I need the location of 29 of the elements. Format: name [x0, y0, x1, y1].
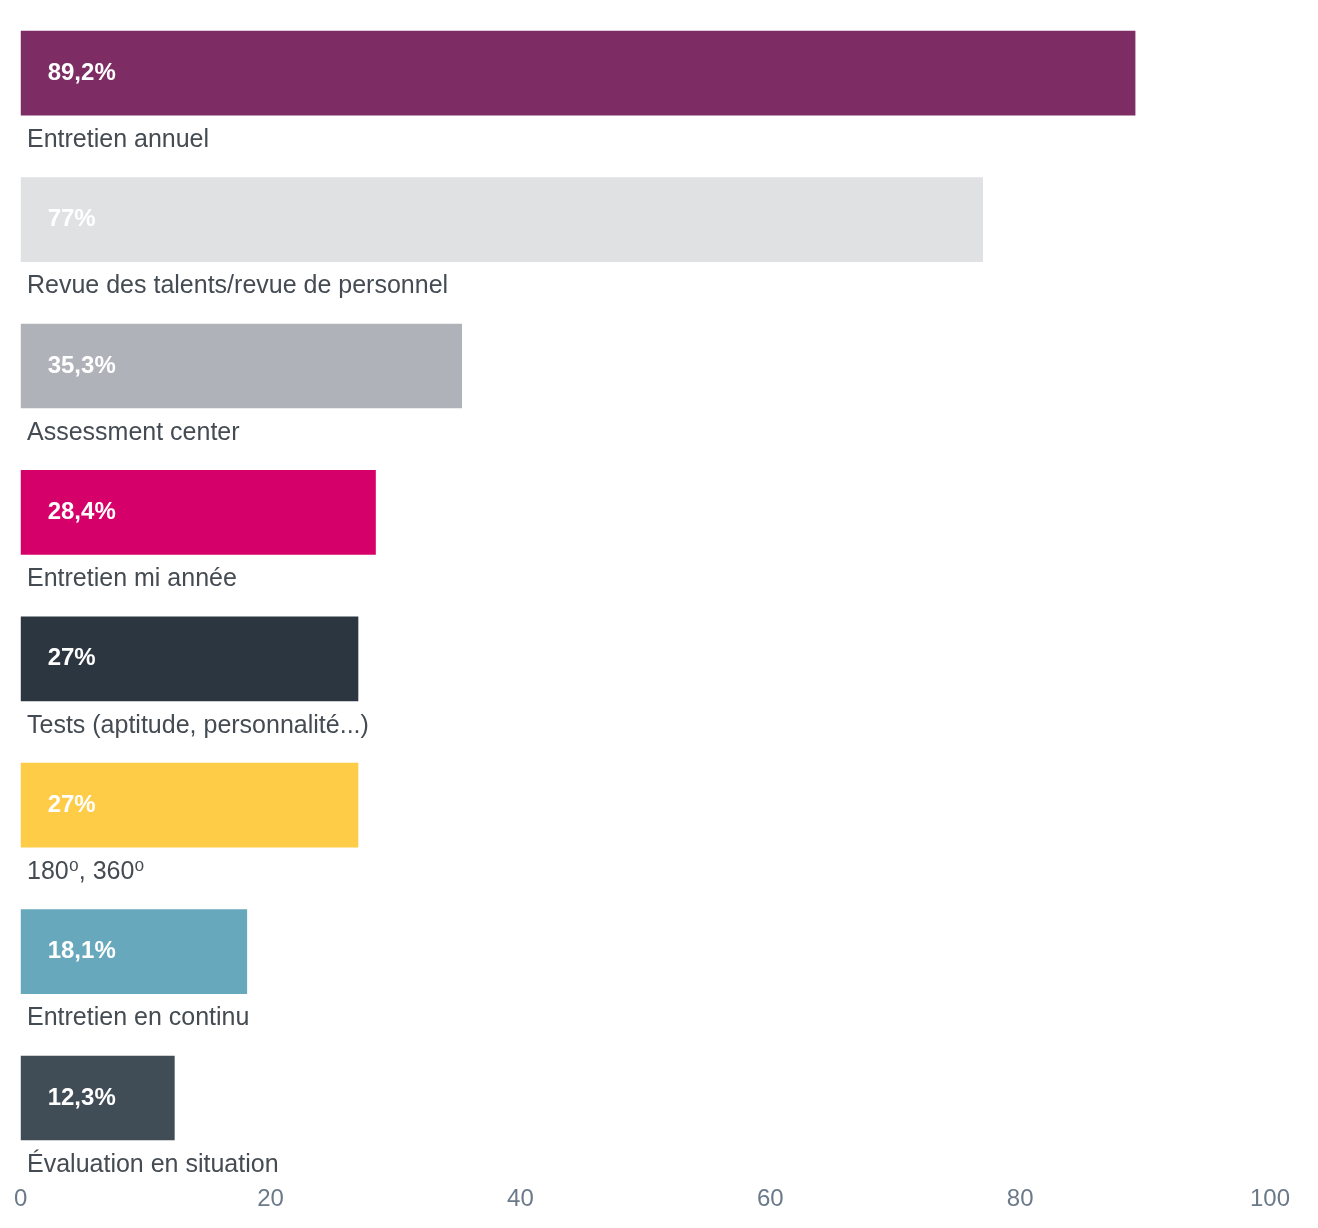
data-label: 35,3%	[47, 350, 116, 378]
bar	[20, 470, 376, 555]
x-tick-label: 40	[507, 1184, 534, 1212]
y-tick-label: Revue des talents/revue de personnel	[27, 270, 449, 299]
bar	[20, 762, 359, 848]
bar	[20, 909, 248, 994]
data-label: 27%	[47, 643, 96, 671]
bar	[20, 1055, 175, 1141]
bar	[20, 616, 359, 702]
data-label: 89,2%	[47, 57, 116, 85]
bar	[20, 177, 983, 262]
y-tick-label: Tests (aptitude, personnalité...)	[27, 709, 369, 738]
bar	[20, 323, 463, 409]
x-tick-label: 100	[1249, 1184, 1291, 1212]
x-tick-label: 0	[13, 1184, 28, 1212]
x-tick-label: 80	[1006, 1184, 1034, 1212]
y-tick-label: Évaluation en situation	[27, 1148, 279, 1177]
data-label: 18,1%	[47, 936, 116, 964]
data-label: 27%	[47, 789, 96, 817]
y-tick-label: Entretien annuel	[27, 124, 210, 153]
x-tick-label: 60	[756, 1184, 784, 1212]
data-label: 12,3%	[47, 1082, 116, 1110]
y-tick-label: Entretien mi année	[27, 563, 237, 592]
y-tick-label: Assessment center	[27, 416, 240, 445]
data-label: 28,4%	[47, 497, 116, 525]
y-tick-label: 180⁰, 360⁰	[27, 856, 145, 885]
x-tick-label: 20	[257, 1184, 284, 1212]
bar	[20, 30, 1136, 116]
y-tick-label: Entretien en continu	[27, 1002, 250, 1031]
